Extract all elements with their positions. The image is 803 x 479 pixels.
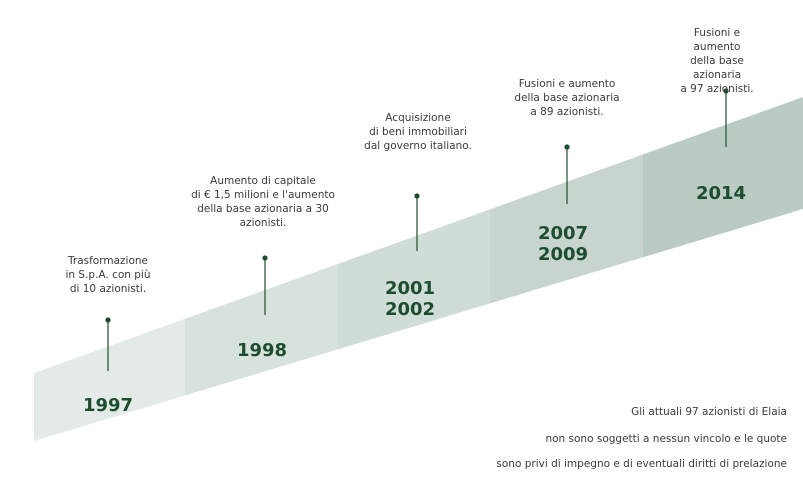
description-line: di 10 azionisti. xyxy=(69,283,147,295)
description-line: della base azionaria xyxy=(514,92,620,104)
description-line: Trasformazione xyxy=(68,255,148,267)
connector-dot-2 xyxy=(262,255,268,261)
connector-dot-1 xyxy=(105,317,111,323)
year-label: 2001 xyxy=(384,278,436,299)
milestone-description-3: Acquisizione di beni immobiliari dal gover… xyxy=(364,111,472,153)
milestone-year-4: 2007 2009 xyxy=(538,223,588,265)
connector-dot-3 xyxy=(414,193,420,199)
year-label: 1998 xyxy=(236,340,288,361)
band-segment-4 xyxy=(490,154,643,304)
description-line: di beni immobiliari xyxy=(369,126,467,138)
milestone-description-2: Aumento di capitale di € 1,5 milioni e l'… xyxy=(191,174,335,230)
description-line: in S.p.A. con più xyxy=(65,269,151,281)
description-line: Acquisizione xyxy=(385,112,451,124)
connector-dot-5 xyxy=(723,88,729,94)
year-label: 2007 xyxy=(537,223,589,244)
milestone-description-5: Fusioni e aumento della base azionaria a 9… xyxy=(674,26,760,96)
milestone-year-2: 1998 xyxy=(237,340,287,361)
description-line: Fusioni e aumento xyxy=(693,27,741,53)
year-label: 2014 xyxy=(695,183,747,204)
milestone-year-1: 1997 xyxy=(83,395,133,416)
band-segment-2 xyxy=(185,263,338,396)
description-line: azionisti. xyxy=(239,217,287,229)
milestone-year-5: 2014 xyxy=(696,183,746,204)
milestone-description-4: Fusioni e aumento della base azionaria a 8… xyxy=(514,77,619,119)
milestone-description-1: Trasformazione in S.p.A. con più di 10 azi… xyxy=(65,254,150,296)
year-label: 2009 xyxy=(537,244,589,265)
footnote-line-3: sono privi di impegno e di eventuali dir… xyxy=(496,458,787,470)
band-segment-3 xyxy=(338,209,490,350)
footnote-line-1: Gli attuali 97 azionisti di Elaia xyxy=(631,406,787,418)
milestone-year-3: 2001 2002 xyxy=(385,278,435,320)
connector-dot-4 xyxy=(564,144,570,150)
year-label: 1997 xyxy=(82,395,134,416)
description-line: di € 1,5 milioni e l'aumento xyxy=(191,189,335,201)
description-line: della base azionaria a 30 xyxy=(197,203,329,215)
description-line: a 89 azionisti. xyxy=(530,106,604,118)
band-segment-5 xyxy=(643,97,803,258)
footnote-line-2: non sono soggetti a nessun vincolo e le … xyxy=(545,433,787,445)
description-line: a 97 azionisti. xyxy=(680,83,754,95)
description-line: Fusioni e aumento xyxy=(518,78,616,90)
description-line: della base azionaria xyxy=(690,55,744,81)
band-segment-1 xyxy=(34,318,185,441)
year-label: 2002 xyxy=(384,299,436,320)
description-line: Aumento di capitale xyxy=(210,175,316,187)
description-line: dal governo italiano. xyxy=(364,140,472,152)
